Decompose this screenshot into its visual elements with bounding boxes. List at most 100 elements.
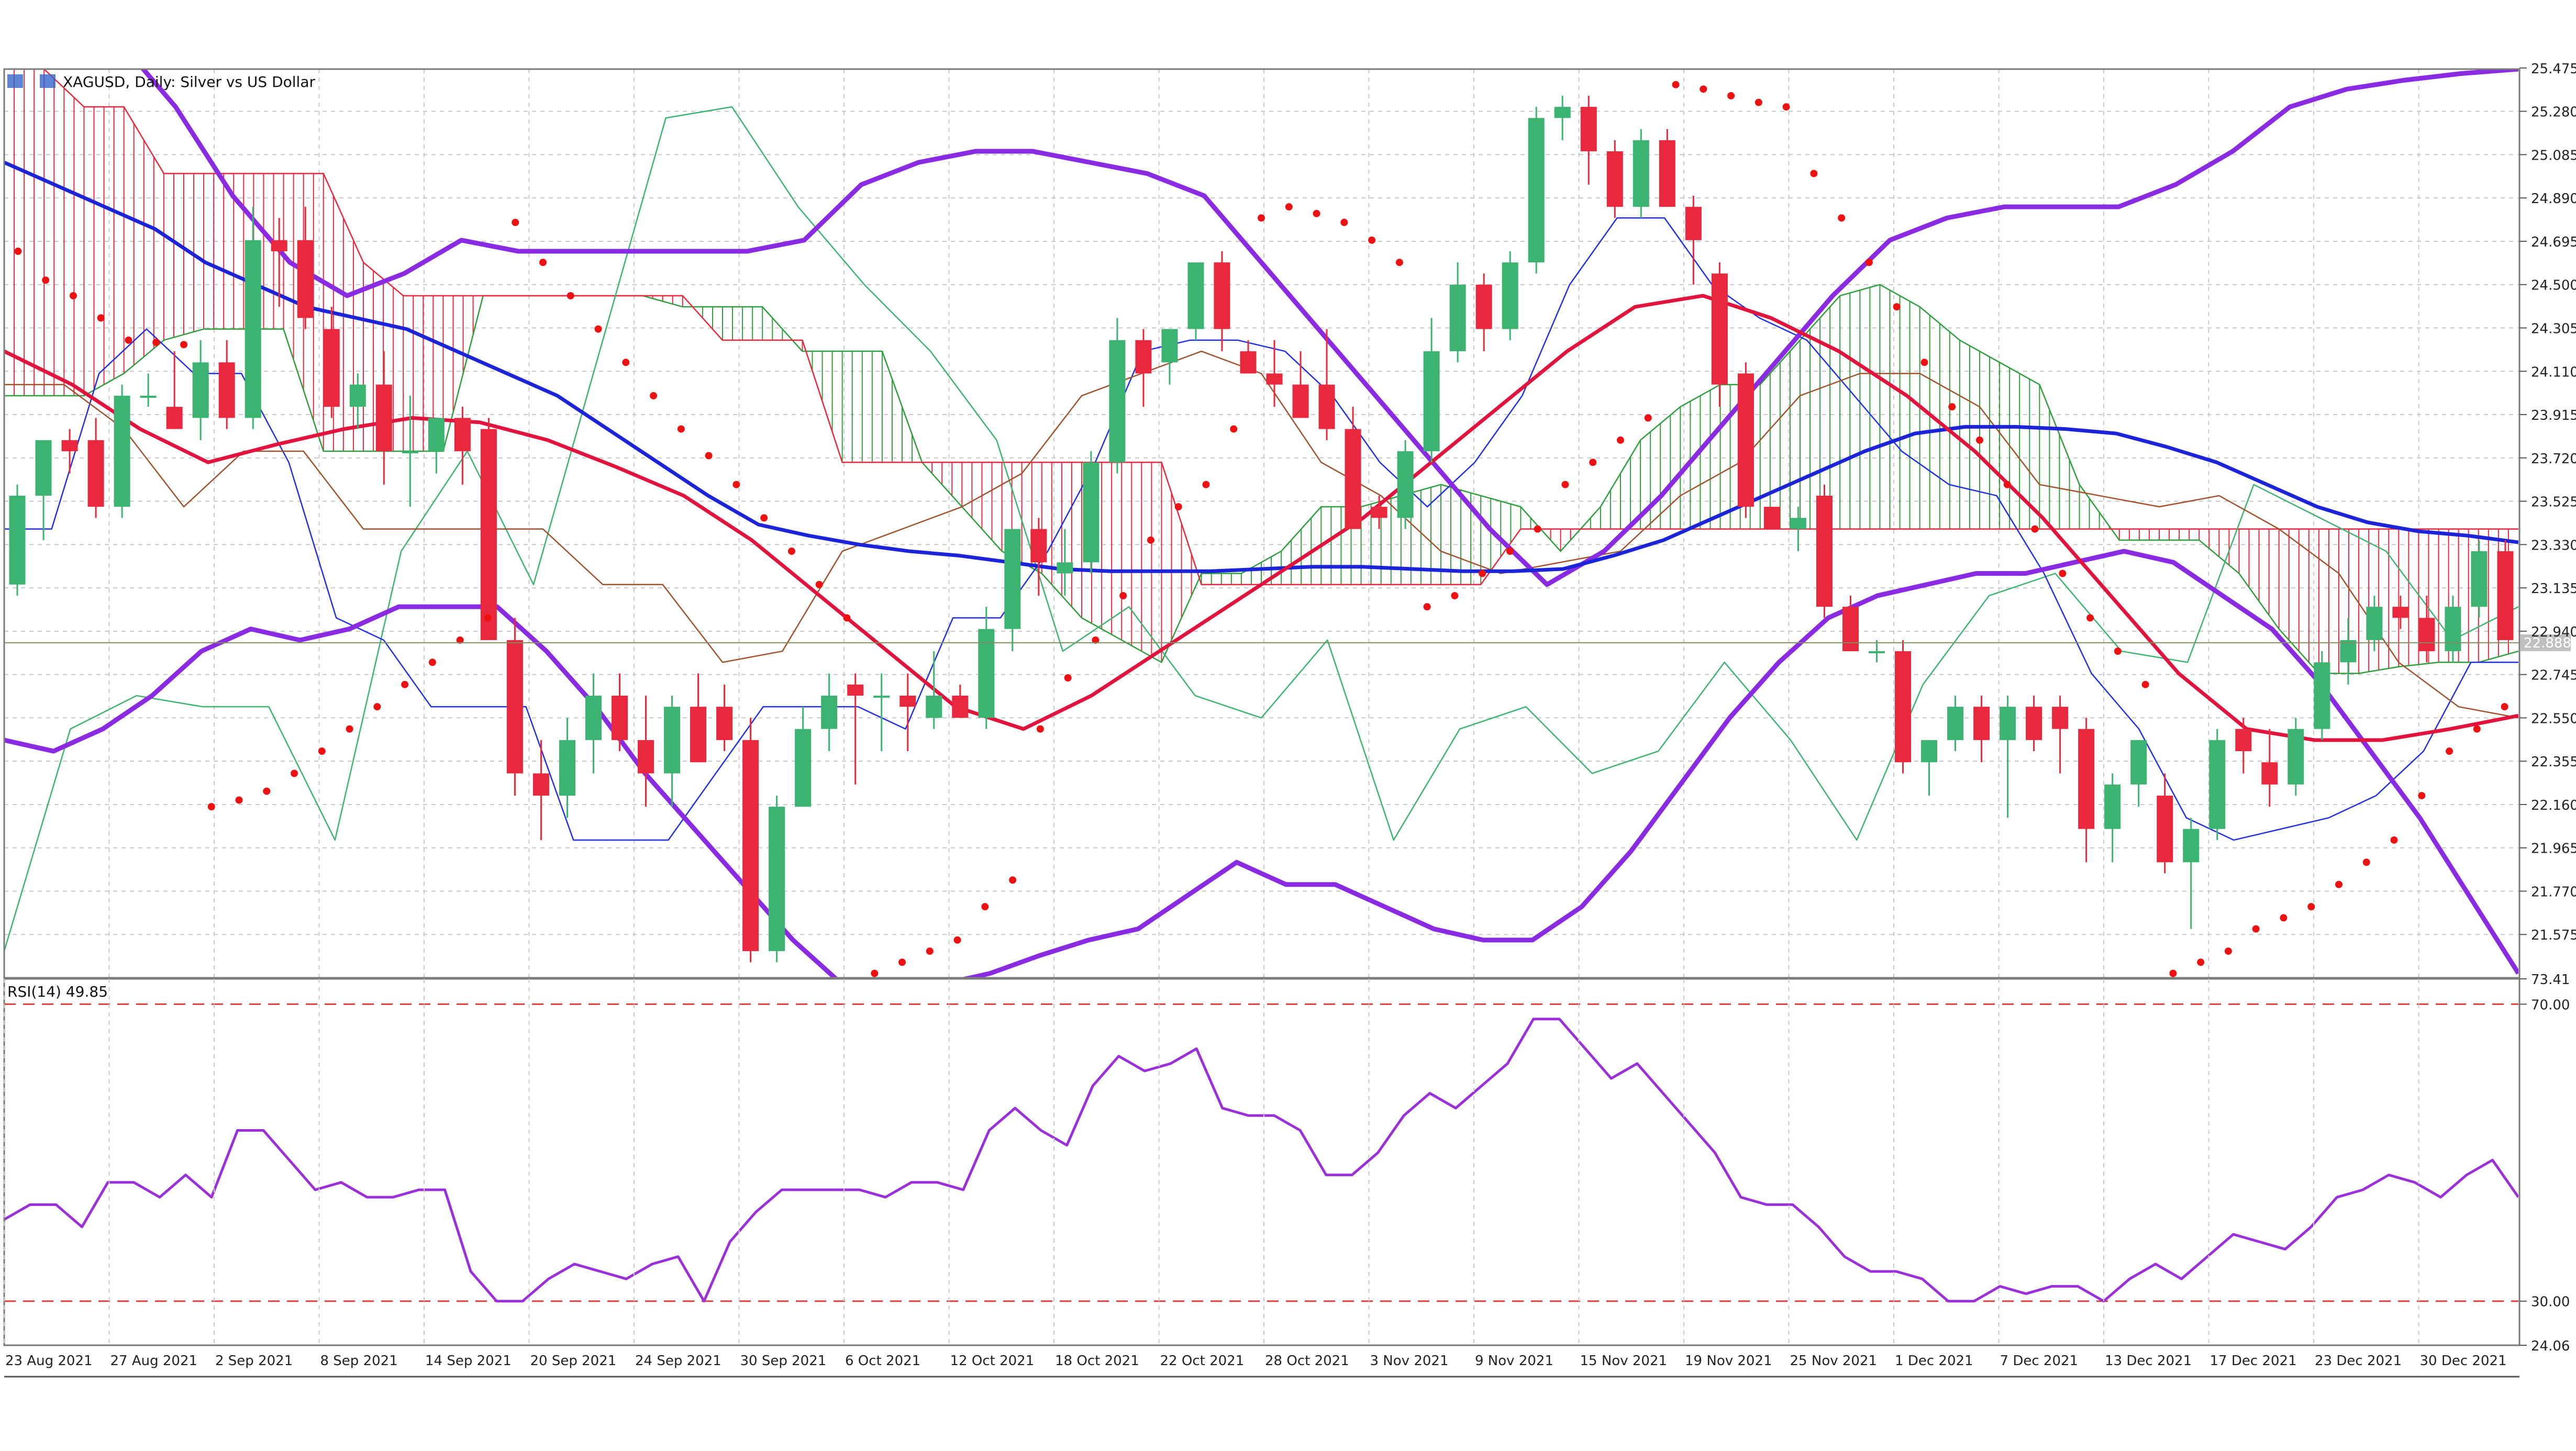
last-price-badge-label: 22.888	[2524, 635, 2571, 651]
psar-dot	[1838, 214, 1846, 222]
psar-dot	[926, 947, 934, 955]
price-tick-label: 22.550	[2531, 711, 2576, 727]
bollinger-lower-line	[4, 549, 2518, 978]
price-tick-label: 23.915	[2531, 408, 2576, 423]
psar-dot	[1561, 481, 1569, 488]
date-tick-label: 2 Sep 2021	[215, 1353, 293, 1369]
psar-dot	[2252, 925, 2260, 933]
candle-bearish	[638, 740, 654, 774]
candle-bearish	[1659, 140, 1675, 207]
candle-bearish	[1711, 273, 1728, 385]
candle-bearish	[2078, 729, 2095, 829]
candle-bullish	[1423, 351, 1440, 452]
candle-bullish	[1397, 451, 1414, 518]
grid-icon	[7, 74, 23, 88]
psar-dot	[456, 636, 464, 644]
psar-dot	[815, 581, 823, 588]
senkou-span-a	[4, 284, 2518, 674]
psar-dot	[1395, 259, 1403, 266]
price-tick-label: 24.500	[2531, 278, 2576, 294]
psar-dot	[1976, 436, 1983, 444]
price-tick-label: 25.085	[2531, 148, 2576, 163]
psar-dot	[263, 787, 271, 795]
psar-dot	[1092, 636, 1100, 644]
candle-bearish	[952, 695, 969, 718]
date-tick-label: 3 Nov 2021	[1370, 1353, 1449, 1369]
candle-bearish	[1030, 529, 1047, 563]
psar-dot	[2169, 969, 2177, 977]
candle-bullish	[402, 451, 418, 454]
price-tick-label: 24.695	[2531, 235, 2576, 250]
candle-bearish	[2261, 762, 2278, 785]
date-tick-label: 22 Oct 2021	[1160, 1353, 1245, 1369]
candle-bearish	[323, 329, 340, 407]
candle-bearish	[690, 707, 707, 763]
psar-dot	[2086, 614, 2094, 622]
candle-bearish	[1345, 429, 1361, 529]
kijun-sen-line	[4, 350, 2518, 719]
candle-bullish	[349, 384, 366, 407]
candle-bullish	[1449, 284, 1466, 352]
psar-dot	[2418, 791, 2426, 799]
candle-bullish	[821, 695, 838, 729]
psar-dot	[2031, 525, 2039, 533]
chart-icon	[40, 74, 55, 88]
rsi-tick-label: 70.00	[2531, 997, 2570, 1013]
candle-bearish	[2497, 551, 2514, 640]
candle-bullish	[1004, 529, 1021, 629]
candle-bearish	[1475, 284, 1492, 329]
candle-bullish	[1528, 118, 1545, 263]
price-tick-label: 22.940	[2531, 624, 2576, 640]
psar-dot	[787, 548, 795, 555]
price-tick-label: 24.305	[2531, 321, 2576, 337]
psar-dot	[512, 218, 519, 226]
candle-bullish	[114, 395, 130, 507]
candle-bullish	[2366, 607, 2383, 640]
candle-bullish	[9, 495, 26, 585]
psar-dot	[1617, 436, 1624, 444]
psar-dot	[1948, 403, 1956, 411]
psar-dot	[291, 769, 298, 777]
candle-bearish	[375, 384, 392, 452]
bollinger-upper-line	[140, 69, 2518, 587]
psar-dot	[539, 259, 547, 266]
price-tick-label: 23.135	[2531, 581, 2576, 597]
candle-bearish	[1371, 507, 1387, 518]
rsi-tick-label: 24.06	[2531, 1338, 2570, 1354]
date-tick-label: 27 Aug 2021	[110, 1353, 198, 1369]
psar-dot	[2141, 680, 2149, 688]
price-tick-label: 25.280	[2531, 105, 2576, 120]
candle-bearish	[297, 240, 314, 318]
psar-dot	[2473, 725, 2481, 733]
candle-bearish	[1816, 495, 1833, 607]
candle-bullish	[1057, 562, 1073, 574]
candle-bearish	[2418, 618, 2435, 652]
candle-bearish	[1240, 351, 1257, 374]
psar-dot	[2446, 747, 2453, 755]
candle-bearish	[1580, 107, 1597, 152]
candle-bullish	[2471, 551, 2488, 607]
psar-dot	[1506, 548, 1514, 555]
candle-bullish	[795, 729, 812, 807]
candle-bullish	[1502, 262, 1518, 329]
candle-bearish	[900, 695, 916, 707]
date-tick-label: 7 Dec 2021	[2000, 1353, 2079, 1369]
candle-bullish	[1161, 329, 1178, 363]
candle-bearish	[1606, 151, 1623, 207]
psar-dot	[1009, 876, 1017, 884]
psar-dot	[1423, 603, 1431, 611]
rsi-line	[4, 1018, 2518, 1303]
date-tick-label: 14 Sep 2021	[425, 1353, 512, 1369]
candle-bullish	[1790, 518, 1806, 529]
candle-bearish	[271, 240, 287, 252]
psar-dot	[1147, 536, 1154, 544]
psar-dot	[898, 958, 906, 966]
candle-bearish	[847, 684, 864, 696]
psar-dot	[871, 969, 879, 977]
candle-bullish	[2445, 607, 2461, 652]
candle-bearish	[1318, 384, 1335, 429]
candle-bullish	[2183, 829, 2200, 863]
symbol-title: XAGUSD, Daily: Silver vs US Dollar	[63, 73, 315, 91]
candle-bullish	[2104, 784, 2121, 829]
